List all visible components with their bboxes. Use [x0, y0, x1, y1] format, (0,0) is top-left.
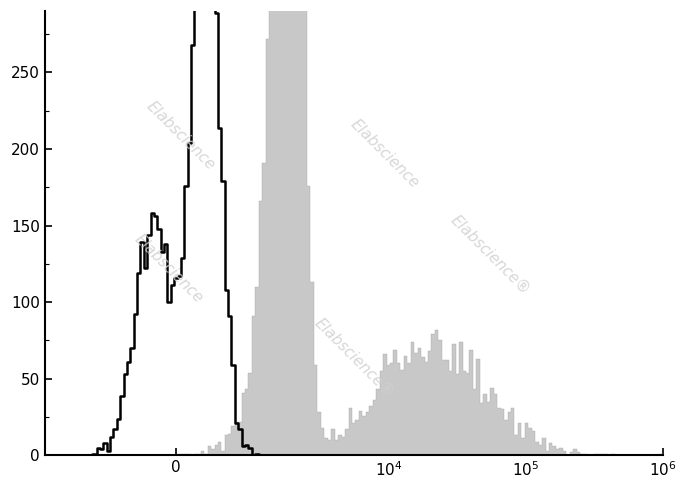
Text: Elabscience: Elabscience [144, 98, 218, 172]
Text: Elabscience®: Elabscience® [447, 213, 533, 298]
Text: Elabscience: Elabscience [347, 116, 422, 191]
Polygon shape [45, 0, 663, 455]
Text: Elabscience: Elabscience [131, 232, 206, 306]
Text: Elabscience®: Elabscience® [312, 315, 396, 400]
